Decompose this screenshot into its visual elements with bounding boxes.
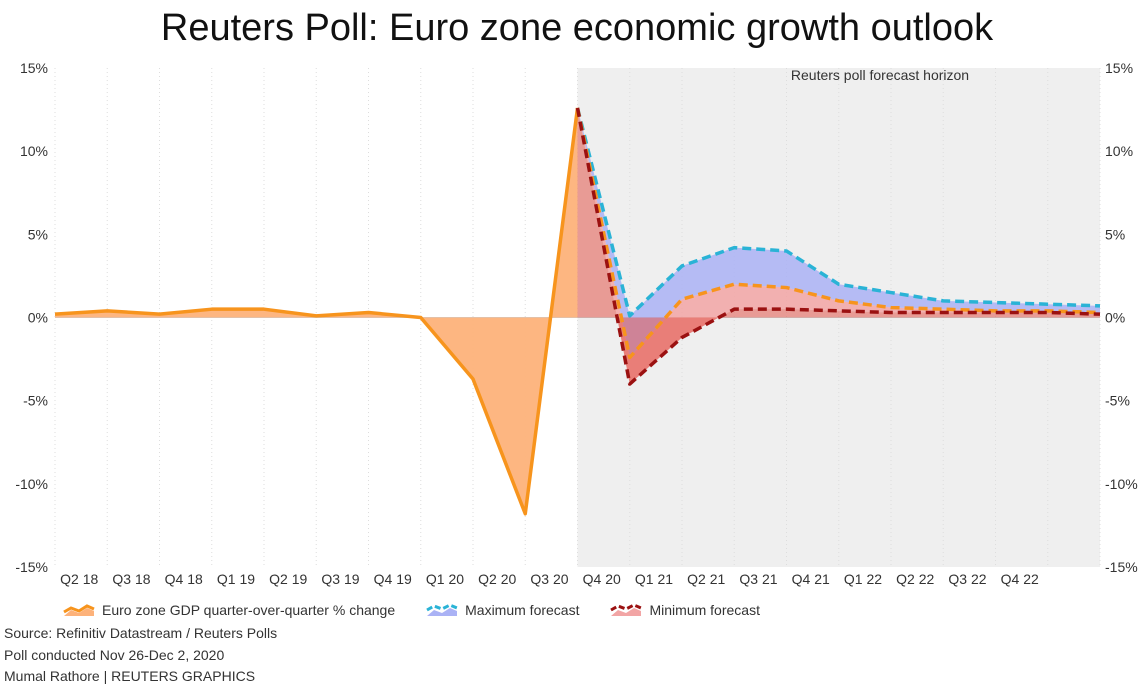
forecast-horizon-label: Reuters poll forecast horizon [791,67,969,83]
y-tick-left: -15% [15,559,48,575]
credit-note: Mumal Rathore | REUTERS GRAPHICS [4,668,256,684]
x-tick-label: Q1 21 [635,571,673,587]
x-tick-label: Q4 20 [583,571,621,587]
poll-dates-note: Poll conducted Nov 26-Dec 2, 2020 [4,646,225,663]
series-areas [55,107,1100,514]
y-tick-left: -10% [15,476,48,492]
chart-title: Reuters Poll: Euro zone economic growth … [161,7,994,49]
median-forecast-line [575,107,1101,360]
y-axis: 15% 15% 10% 10% 5% 5% 0% 0% -5% -5% -10% -10% -15% -1… [15,60,1137,575]
x-tick-label: Q3 21 [739,571,777,587]
legend-swatch-minimum-icon [610,603,643,616]
legend-swatch-maximum-icon [426,603,458,616]
y-tick-right: 15% [1105,60,1133,76]
y-tick-left: -5% [23,393,48,409]
x-tick-label: Q4 22 [1001,571,1039,587]
legend-swatch-gdp-icon [63,604,95,616]
x-axis: Q2 18 Q3 18 Q4 18 Q1 19 Q2 19 Q3 19 Q4 19 Q1 20… [60,571,1039,587]
x-tick-label: Q3 19 [321,571,359,587]
minimum-band [577,107,1100,385]
x-tick-label: Q2 20 [478,571,516,587]
legend-item-gdp: Euro zone GDP quarter-over-quarter % cha… [62,602,395,618]
y-tick-right: -10% [1105,476,1138,492]
footer: Source: Refinitiv Datastream / Reuters P… [4,623,277,688]
maximum-forecast-line [575,107,1101,318]
series-lines [54,107,1101,516]
y-tick-right: 10% [1105,143,1133,159]
y-tick-left: 0% [28,310,48,326]
x-tick-label: Q2 21 [687,571,725,587]
chart: 15% 15% 10% 10% 5% 5% 0% 0% -5% -5% -10% -10% -15% -1… [15,7,1137,587]
y-tick-left: 15% [20,60,48,76]
x-tick-label: Q2 19 [269,571,307,587]
minimum-forecast-line [575,107,1101,386]
x-tick-label: Q4 19 [374,571,412,587]
x-tick-label: Q4 18 [165,571,203,587]
y-tick-right: 5% [1105,226,1125,242]
y-tick-right: -15% [1105,559,1138,575]
legend-label-gdp: Euro zone GDP quarter-over-quarter % cha… [102,602,396,618]
x-tick-label: Q4 21 [792,571,830,587]
x-tick-label: Q2 18 [60,571,98,587]
legend-item-minimum: Minimum forecast [609,602,760,618]
x-tick-label: Q1 19 [217,571,255,587]
y-tick-left: 5% [28,226,48,242]
y-tick-left: 10% [20,143,48,159]
y-tick-right: -5% [1105,393,1130,409]
x-tick-label: Q3 18 [112,571,150,587]
minimum-to-zero-area [577,107,1100,385]
x-tick-label: Q2 22 [896,571,934,587]
x-tick-label: Q1 20 [426,571,464,587]
legend-label-minimum: Minimum forecast [649,602,760,618]
gdp-area [55,107,578,514]
x-tick-label: Q3 22 [948,571,986,587]
legend-item-maximum: Maximum forecast [425,602,579,618]
source-note: Source: Refinitiv Datastream / Reuters P… [4,625,278,641]
x-tick-label: Q1 22 [844,571,882,587]
legend: Euro zone GDP quarter-over-quarter % cha… [62,600,788,620]
x-tick-label: Q3 20 [530,571,568,587]
legend-label-maximum: Maximum forecast [465,602,580,618]
y-tick-right: 0% [1105,310,1125,326]
gdp-line [54,107,580,516]
